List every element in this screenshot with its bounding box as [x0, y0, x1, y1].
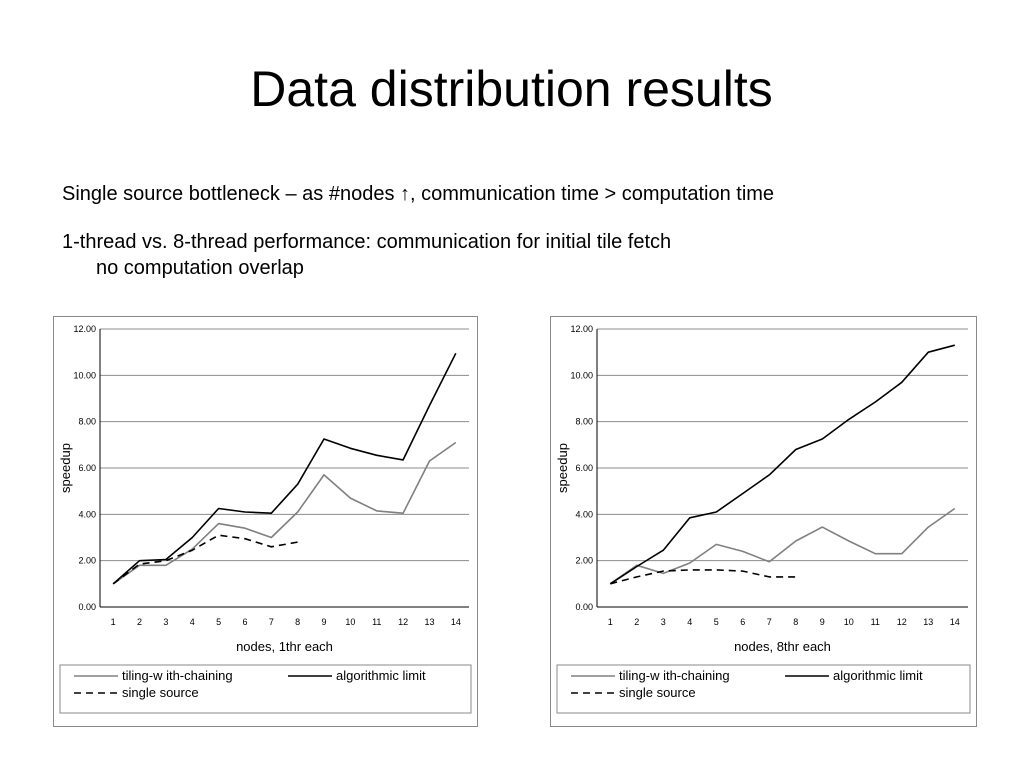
chart-1-ytick-label: 8.00 [575, 417, 593, 427]
chart-0-xtick-label: 6 [242, 617, 247, 627]
chart-0-series-tiling-w-ith-chaining-line [112, 441, 457, 585]
chart-1-xtick-label: 11 [871, 617, 880, 627]
chart-0-xtick-label: 1 [111, 617, 116, 627]
chart-0-xtick-label: 11 [372, 617, 381, 627]
chart-0-xtick-label: 12 [398, 617, 408, 627]
chart-1-xtick-label: 2 [634, 617, 639, 627]
chart-0-legend-label: algorithmic limit [336, 668, 426, 683]
chart-1-x-axis-title: nodes, 8thr each [734, 639, 831, 654]
bullet-single-source: Single source bottleneck – as #nodes ↑, … [62, 183, 775, 205]
slide-title: Data distribution results [250, 61, 773, 117]
chart-0-legend-box [59, 664, 472, 714]
chart-0-xtick-label: 8 [295, 617, 300, 627]
chart-0-ytick-label: 2.00 [78, 556, 96, 566]
chart-1-ytick-label: 4.00 [575, 509, 593, 519]
bullet-thread-comparison: 1-thread vs. 8-thread performance: commu… [62, 229, 671, 281]
chart-1-ytick-label: 0.00 [575, 602, 593, 612]
chart-0-ytick-label: 6.00 [78, 463, 96, 473]
chart-0-x-axis-title: nodes, 1thr each [236, 639, 333, 654]
chart-1-legend-label: tiling-w ith-chaining [619, 668, 730, 683]
chart-0-xtick-label: 2 [137, 617, 142, 627]
chart-0-ytick-label: 8.00 [78, 417, 96, 427]
chart-0-xtick-label: 14 [451, 617, 461, 627]
chart-0-xtick-label: 9 [322, 617, 327, 627]
chart-1-ytick-label: 12.00 [570, 324, 593, 334]
chart-0-ytick-label: 12.00 [73, 324, 96, 334]
chart-0-ytick-label: 0.00 [78, 602, 96, 612]
chart-0-xtick-label: 10 [345, 617, 355, 627]
chart-1-xtick-label: 12 [897, 617, 907, 627]
chart-1-ytick-label: 6.00 [575, 463, 593, 473]
chart-0-series-algorithmic-limit-line [112, 352, 457, 585]
chart-1-xtick-label: 8 [793, 617, 798, 627]
chart-1-xtick-label: 13 [923, 617, 933, 627]
chart-0-ytick-label: 4.00 [78, 509, 96, 519]
chart-0-xtick-label: 3 [163, 617, 168, 627]
chart-1-xtick-label: 9 [820, 617, 825, 627]
chart-1-series-tiling-w-ith-chaining-line [609, 507, 956, 585]
chart-0-y-axis-title: speedup [58, 443, 73, 493]
chart-1-legend-label: algorithmic limit [833, 668, 923, 683]
bullet-thread-line2: no computation overlap [96, 257, 304, 279]
chart-0-legend-label: single source [122, 685, 199, 700]
chart-1-xtick-label: 14 [950, 617, 960, 627]
chart-1-series-algorithmic-limit-line [609, 344, 956, 585]
chart-0-xtick-label: 7 [269, 617, 274, 627]
chart-1-ytick-label: 2.00 [575, 556, 593, 566]
chart-1-xtick-label: 3 [661, 617, 666, 627]
chart-8thr: 0.00 2.00 4.00 6.00 8.00 10.00 12.00 1 2 3 4 5 6 7 8 9 1… [550, 316, 977, 727]
chart-1-xtick-label: 1 [608, 617, 613, 627]
chart-1-legend-box [556, 664, 971, 714]
chart-0-ytick-label: 10.00 [73, 370, 96, 380]
chart-1-xtick-label: 5 [714, 617, 719, 627]
chart-1-ytick-label: 10.00 [570, 370, 593, 380]
chart-0-series-single-source-line [112, 534, 298, 585]
chart-1-xtick-label: 7 [767, 617, 772, 627]
chart-0-xtick-label: 13 [424, 617, 434, 627]
chart-1-xtick-label: 10 [844, 617, 854, 627]
chart-1-y-axis-title: speedup [555, 443, 570, 493]
chart-1-legend-label: single source [619, 685, 696, 700]
bullet-thread-line1: 1-thread vs. 8-thread performance: commu… [62, 231, 672, 253]
chart-1-xtick-label: 4 [687, 617, 692, 627]
chart-1thr: 0.00 2.00 4.00 6.00 8.00 10.00 12.00 1 2 3 4 5 6 7 8 9 1… [53, 316, 478, 727]
chart-0-xtick-label: 4 [190, 617, 195, 627]
chart-0-legend-label: tiling-w ith-chaining [122, 668, 233, 683]
chart-1-xtick-label: 6 [740, 617, 745, 627]
chart-0-xtick-label: 5 [216, 617, 221, 627]
chart-1-series-single-source-line [610, 569, 796, 585]
